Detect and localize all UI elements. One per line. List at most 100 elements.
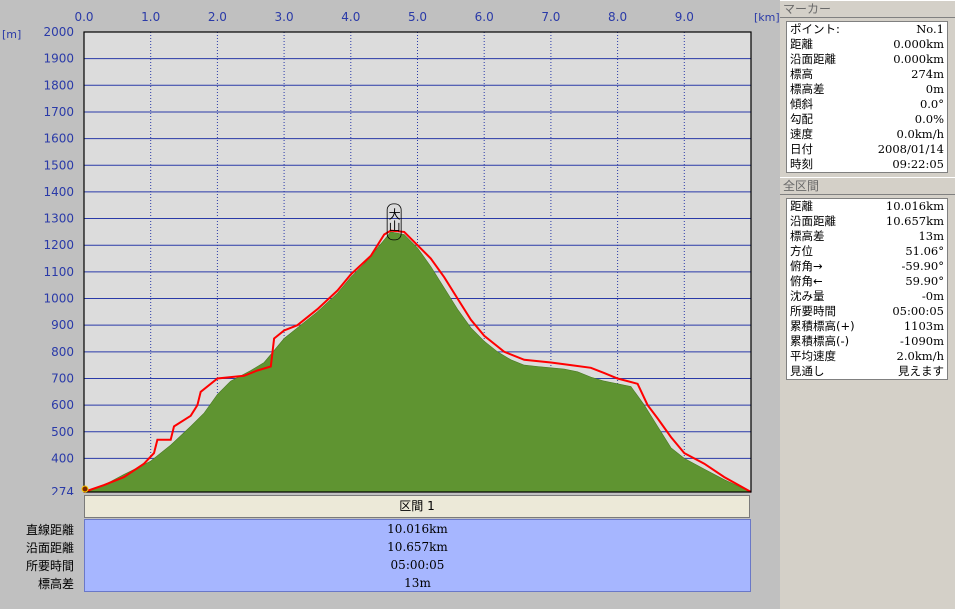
total-row-label: 方位 [790, 244, 813, 258]
total-row-label: 俯角← [790, 274, 823, 288]
summary-label-straight-distance: 直線距離 [25, 523, 74, 537]
section-header[interactable]: 区間 1 [84, 495, 750, 518]
total-row: 累積標高(+) 1103m [787, 319, 947, 334]
total-row: 沿面距離 10.657km [787, 214, 947, 229]
y-tick-label: 1900 [43, 52, 74, 66]
marker-row-label: 時刻 [790, 157, 813, 171]
total-row-label: 距離 [790, 199, 813, 213]
marker-row: 時刻 09:22:05 [787, 157, 947, 172]
marker-row-label: 標高差 [790, 82, 825, 96]
marker-row: 勾配 0.0% [787, 112, 947, 127]
y-tick-label: 1100 [43, 265, 74, 279]
marker-row: 標高 274m [787, 67, 947, 82]
x-tick-label: 6.0 [475, 10, 494, 24]
x-tick-label: 3.0 [275, 10, 294, 24]
total-row-value: 59.90° [905, 274, 944, 288]
x-tick-label: 0.0 [74, 10, 93, 24]
total-row: 標高差 13m [787, 229, 947, 244]
side-panel: マーカー ポイント: No.1 距離 0.000km 沿面距離 0.000km 標高 274m… [780, 0, 955, 609]
x-tick-label: 5.0 [408, 10, 427, 24]
total-row-label: 沿面距離 [790, 214, 836, 228]
marker-row: 沿面距離 0.000km [787, 52, 947, 67]
marker-row-value: 0.0° [919, 97, 944, 111]
total-panel-title: 全区間 [780, 177, 955, 195]
marker-row: ポイント: No.1 [787, 22, 947, 37]
summary-value-straight-distance: 10.016km [387, 522, 448, 536]
marker-row-label: 標高 [790, 67, 813, 81]
total-row: 沈み量 -0m [787, 289, 947, 304]
summary-value-duration: 05:00:05 [390, 558, 445, 572]
terrain-area [83, 231, 752, 493]
y-tick-label: 1200 [43, 238, 74, 252]
total-row: 平均速度 2.0km/h [787, 349, 947, 364]
marker-row-value: 0m [925, 82, 944, 96]
total-row-value: 1103m [903, 319, 944, 333]
marker-row: 速度 0.0km/h [787, 127, 947, 142]
total-row: 距離 10.016km [787, 199, 947, 214]
total-row-label: 見通し [790, 364, 825, 378]
summary-value-elevation-diff: 13m [404, 576, 431, 590]
total-table: 距離 10.016km 沿面距離 10.657km 標高差 13m 方位 51.06° 俯角→ -… [786, 198, 948, 380]
total-row-label: 沈み量 [790, 289, 825, 303]
marker-table: ポイント: No.1 距離 0.000km 沿面距離 0.000km 標高 274m 標高差 0m… [786, 21, 948, 173]
marker-row-value: 0.0% [914, 112, 944, 126]
y-tick-label: 1700 [43, 105, 74, 119]
chart-svg[interactable]: 0.0 1.0 2.0 3.0 4.0 5.0 6.0 7.0 8.0 9.0 2000 1900 18… [0, 0, 780, 495]
section-header-label: 区間 1 [399, 499, 435, 513]
total-row-value: -0m [921, 289, 944, 303]
x-tick-label: 8.0 [608, 10, 627, 24]
total-row: 俯角← 59.90° [787, 274, 947, 289]
total-row-value: 51.06° [905, 244, 944, 258]
marker-row: 標高差 0m [787, 82, 947, 97]
x-tick-label: 1.0 [141, 10, 160, 24]
marker-row-value: 0.0km/h [896, 127, 944, 141]
total-row: 所要時間 05:00:05 [787, 304, 947, 319]
marker-row-label: 速度 [790, 127, 813, 141]
total-row-value: 13m [918, 229, 944, 243]
total-row-label: 標高差 [790, 229, 825, 243]
y-tick-label: 800 [51, 345, 74, 359]
marker-row-value: 0.000km [893, 52, 944, 66]
total-row-value: 2.0km/h [896, 349, 944, 363]
total-row-label: 累積標高(-) [790, 334, 850, 348]
x-unit-label: [km] [754, 11, 780, 24]
y-tick-label: 1600 [43, 132, 74, 146]
x-tick-label: 7.0 [541, 10, 560, 24]
total-row: 累積標高(-) -1090m [787, 334, 947, 349]
marker-row: 傾斜 0.0° [787, 97, 947, 112]
y-tick-label: 1300 [43, 212, 74, 226]
total-row-value: -1090m [899, 334, 944, 348]
total-row-value: 10.657km [885, 214, 944, 228]
marker-row-label: 傾斜 [790, 97, 813, 111]
marker-row-value: 0.000km [893, 37, 944, 51]
total-row-value: -59.90° [901, 259, 944, 273]
summary-label-surface-distance: 沿面距離 [25, 541, 74, 555]
marker-row: 日付 2008/01/14 [787, 142, 947, 157]
y-tick-label: 1400 [43, 185, 74, 199]
marker-row-label: 距離 [790, 37, 813, 51]
total-row: 見通し 見えます [787, 364, 947, 379]
peak-annotation: 大山 [387, 207, 401, 231]
total-row-value: 05:00:05 [892, 304, 944, 318]
marker-row-label: ポイント: [790, 22, 840, 36]
total-row-label: 俯角→ [790, 259, 823, 273]
y-tick-label: 600 [51, 398, 74, 412]
start-marker[interactable] [81, 485, 89, 493]
x-tick-label: 4.0 [341, 10, 360, 24]
y-tick-label: 900 [51, 318, 74, 332]
summary-label-duration: 所要時間 [25, 559, 74, 573]
y-tick-label: 274 [51, 485, 74, 495]
marker-row-value: 2008/01/14 [877, 142, 944, 156]
x-tick-label: 9.0 [675, 10, 694, 24]
marker-row-label: 沿面距離 [790, 52, 836, 66]
marker-row-label: 日付 [790, 142, 813, 156]
marker-row-label: 勾配 [790, 112, 813, 126]
total-row-label: 累積標高(+) [790, 319, 855, 333]
marker-row: 距離 0.000km [787, 37, 947, 52]
total-row-value: 10.016km [885, 199, 944, 213]
y-tick-label: 2000 [43, 25, 74, 39]
marker-row-value: 274m [911, 67, 944, 81]
x-tick-label: 2.0 [208, 10, 227, 24]
marker-panel-title: マーカー [780, 0, 955, 18]
y-tick-label: 1800 [43, 78, 74, 92]
